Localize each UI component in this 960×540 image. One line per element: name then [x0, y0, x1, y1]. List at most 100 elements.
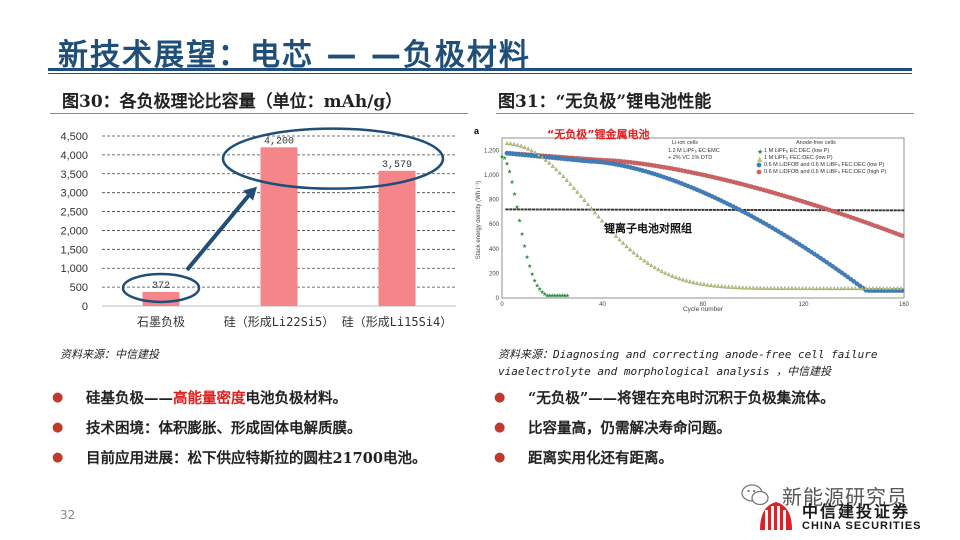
legend-liion-2: + 2% VC 1% DTD	[668, 155, 712, 161]
bar	[260, 147, 298, 306]
figure-y-tick: 800	[489, 198, 500, 204]
svg-text:★: ★	[499, 153, 504, 160]
svg-text:★: ★	[557, 293, 562, 300]
figure-y-tick: 0	[496, 296, 500, 302]
y-tick-label: 3,500	[60, 169, 88, 181]
arrow-shaft	[185, 191, 253, 272]
y-tick-label: 2,500	[60, 207, 88, 219]
y-tick-label: 2,000	[60, 225, 88, 237]
wechat-icon	[741, 484, 769, 506]
svg-text:★: ★	[540, 289, 545, 296]
svg-text:★: ★	[552, 293, 557, 300]
legend-red-marker	[756, 169, 762, 175]
svg-text:★: ★	[537, 286, 542, 293]
china-securities-logo-icon	[760, 502, 792, 530]
figure-y-tick: 1,200	[484, 148, 500, 154]
svg-text:★: ★	[534, 282, 539, 289]
anode-free-performance-figure: a 1,200 1,000 800 600 400 200 0 0 40 80 120 160 St…	[472, 120, 918, 340]
slide-title: 新技术展望：电芯 — —负极材料	[58, 38, 531, 73]
right-caption-divider	[496, 113, 914, 114]
svg-text:★: ★	[550, 293, 555, 300]
svg-text:★: ★	[560, 293, 565, 300]
left-source-note: 资料来源：中信建投	[60, 348, 159, 361]
highlight-ellipse-graphite	[121, 272, 201, 304]
panel-label: a	[474, 126, 480, 136]
legend-star-marker: ★	[757, 148, 763, 156]
svg-text:★: ★	[529, 271, 534, 278]
capacity-bar-chart: 0 500 1,000 1,500 2,000 2,500 3,000 3,500 4,000 4…	[52, 118, 472, 338]
wechat-account-name: 新能源研究员	[782, 484, 908, 509]
svg-text:★: ★	[514, 204, 519, 211]
list-item: ● 目前应用进展：松下供应特斯拉的圆柱21700电池。	[52, 449, 427, 467]
legend-anodefree-2: 1 M LiPF₆ FEC:DEC (low P)	[764, 155, 833, 161]
figure-x-tick: 160	[899, 302, 910, 308]
figure-x-tick: 80	[700, 302, 707, 308]
svg-text:★: ★	[545, 292, 550, 299]
left-bullet-list: ● 硅基负极—— 高能量密度 电池负极材料。 ● 技术困境：体积膨胀、形成固体电解质膜。…	[52, 382, 426, 472]
bullet-dot-icon: ●	[52, 389, 64, 405]
category-label: 石墨负极	[137, 315, 185, 329]
svg-text:★: ★	[519, 231, 524, 238]
y-tick-label: 1,000	[60, 263, 88, 275]
svg-text:★: ★	[504, 160, 509, 167]
list-item: ● 硅基负极—— 高能量密度 电池负极材料。	[52, 389, 347, 407]
legend-anodefree-4: 0.6 M LiDFOB and 0.6 M LiBF₄ FEC:DEC (hi…	[764, 169, 887, 175]
legend-triangle-marker: ▲	[757, 155, 763, 163]
legend-blue-marker	[756, 162, 762, 168]
svg-text:★: ★	[542, 291, 547, 298]
bullet-dot-icon: ●	[52, 419, 64, 435]
left-caption-divider	[50, 113, 468, 114]
annotation-liion-control: 锂离子电池对照组	[604, 221, 692, 235]
list-item: ● 距离实用化还有距离。	[494, 449, 673, 467]
arrow-head-icon	[243, 186, 257, 201]
page-number: 32	[60, 508, 76, 522]
title-divider-thin	[48, 73, 912, 74]
highlight-ellipse-silicon	[221, 127, 445, 190]
bullet-dot-icon: ●	[494, 449, 506, 465]
right-bullet-list: ● “无负极”——将锂在充电时沉积于负极集流体。 ● 比容量高，仍需解决寿命问题。 …	[494, 382, 835, 472]
category-label: 硅（形成Li15Si4）	[342, 315, 453, 329]
svg-text:★: ★	[565, 293, 570, 300]
y-tick-label: 4,000	[60, 150, 88, 162]
legend-anodefree-1: 1 M LiPF₆ EC:DEC (low P)	[764, 148, 829, 154]
figure-y-tick: 200	[489, 271, 500, 277]
legend-anodefree-3: 0.6 M LiDFOB and 0.6 M LiBF₄ FEC:DEC (lo…	[764, 162, 884, 168]
svg-text:★: ★	[512, 191, 517, 198]
legend-liion-title: Li-ion cells	[672, 140, 698, 146]
y-tick-label: 500	[70, 282, 88, 294]
right-figure-caption: 图31：“无负极”锂电池性能	[498, 92, 712, 112]
y-tick-label: 1,500	[60, 244, 88, 256]
y-tick-label: 3,000	[60, 188, 88, 200]
svg-text:★: ★	[507, 168, 512, 175]
company-name-en: CHINA SECURITIES	[802, 520, 922, 532]
category-label: 硅（形成Li22Si5）	[224, 315, 335, 329]
list-item: ● 技术困境：体积膨胀、形成固体电解质膜。	[52, 419, 362, 437]
data-label: 4,200	[264, 136, 294, 147]
figure-x-tick: 0	[500, 302, 504, 308]
svg-text:★: ★	[527, 263, 532, 270]
figure-y-tick: 400	[489, 247, 500, 253]
yellow-anodefree-series	[505, 141, 903, 291]
figure-x-tick: 120	[798, 302, 809, 308]
svg-text:★: ★	[555, 293, 560, 300]
svg-text:★: ★	[522, 243, 527, 250]
legend-liion-1: 1.2 M LiPF₆ EC:EMC	[668, 148, 720, 154]
bar	[142, 291, 180, 306]
company-name-cn: 中信建投证券	[802, 502, 911, 521]
china-securities-logo: 中信建投证券 CHINA SECURITIES	[756, 492, 936, 536]
svg-text:★: ★	[509, 179, 514, 186]
list-item: ● “无负极”——将锂在充电时沉积于负极集流体。	[494, 389, 835, 407]
svg-text:★: ★	[517, 218, 522, 225]
figure-x-tick: 40	[599, 302, 606, 308]
bullet-dot-icon: ●	[494, 419, 506, 435]
bar	[378, 170, 416, 306]
right-source-note: 资料来源：Diagnosing and correcting anode-fre…	[498, 348, 878, 378]
data-label: 372	[152, 281, 170, 292]
blue-anodefree-series	[504, 150, 905, 293]
bullet-dot-icon: ●	[494, 389, 506, 405]
y-tick-label: 4,500	[60, 131, 88, 143]
left-figure-caption: 图30：各负极理论比容量（单位：mAh/g）	[62, 92, 403, 112]
green-anodefree-series: ★★★★★★★★★★★★★★★★★★★★★★★★★★★	[499, 153, 570, 299]
annotation-anode-free: “无负极”锂金属电池	[547, 127, 649, 141]
svg-text:★: ★	[547, 293, 552, 300]
